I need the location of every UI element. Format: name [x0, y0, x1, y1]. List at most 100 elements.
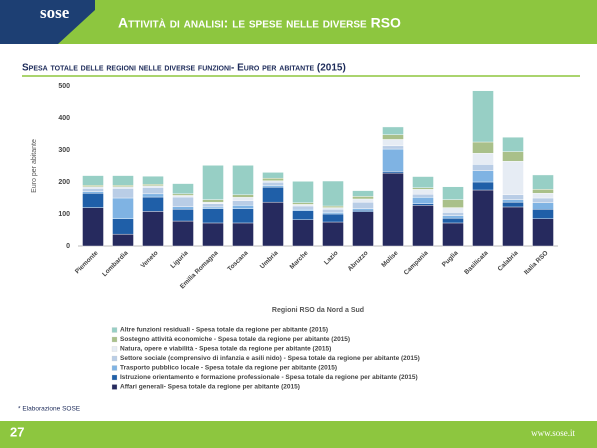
- legend-swatch: [111, 384, 118, 390]
- bar-segment: [412, 189, 434, 195]
- bar-segment: [532, 208, 554, 219]
- bar-segment: [232, 165, 254, 196]
- bar-segment: [322, 208, 344, 213]
- bar-segment: [172, 193, 194, 196]
- bar-segment: [352, 209, 374, 212]
- logo-box: [0, 0, 95, 44]
- bar-segment: [172, 195, 194, 198]
- bar-segment: [202, 206, 224, 209]
- bar-segment: [382, 145, 404, 150]
- bar-segment: [472, 141, 494, 154]
- bar-segment: [82, 184, 104, 187]
- legend-label: Trasporto pubblico locale - Spesa totale…: [120, 365, 337, 372]
- bar-segment: [412, 197, 434, 204]
- bar-segment: [112, 233, 134, 247]
- bar-segment: [292, 208, 314, 211]
- bar-segment: [262, 201, 284, 247]
- y-tick-label: 200: [58, 179, 70, 186]
- legend-label: Sostegno attività economiche - Spesa tot…: [120, 336, 350, 343]
- bar-segment: [232, 205, 254, 209]
- bar-segment: [112, 186, 134, 189]
- bar-segment: [232, 208, 254, 224]
- bar-segment: [292, 204, 314, 207]
- bar-segment: [472, 152, 494, 165]
- bar-segment: [142, 196, 164, 212]
- legend-swatch: [111, 346, 118, 352]
- bar-segment: [472, 164, 494, 171]
- bar-segment: [382, 148, 404, 172]
- bar-segment: [232, 197, 254, 201]
- legend-label: Natura, opere e viabilità - Spesa totale…: [120, 346, 331, 353]
- bar-segment: [532, 218, 554, 247]
- bar-segment: [262, 182, 284, 186]
- footer-bar: [0, 421, 597, 448]
- bar-segment: [322, 221, 344, 247]
- bar-segment: [532, 197, 554, 204]
- bar-segment: [112, 197, 134, 219]
- bar-segment: [142, 211, 164, 247]
- legend-label: Istruzione orientamento e formazione pro…: [120, 374, 418, 381]
- bar-segment: [322, 213, 344, 223]
- bar-segment: [352, 208, 374, 211]
- bar-segment: [142, 193, 164, 198]
- bar-segment: [502, 194, 524, 200]
- bar-segment: [202, 201, 224, 204]
- bar-segment: [172, 196, 194, 207]
- bar-segment: [442, 207, 464, 213]
- bar-segment: [352, 196, 374, 200]
- bar-segment: [82, 191, 104, 194]
- bar-segment: [82, 188, 104, 192]
- bar-segment: [142, 187, 164, 195]
- bar-segment: [382, 134, 404, 140]
- bar-segment: [172, 206, 194, 210]
- bar-segment: [232, 194, 254, 198]
- bar-segment: [442, 222, 464, 247]
- y-tick-label: 0: [66, 243, 70, 250]
- chart-title: Spesa totale delle regioni nelle diverse…: [22, 63, 346, 74]
- bar-segment: [532, 192, 554, 199]
- bar-segment: [292, 202, 314, 205]
- legend-swatch: [111, 336, 118, 343]
- bar-segment: [322, 180, 344, 207]
- bar-segment: [352, 190, 374, 197]
- bar-segment: [502, 136, 524, 152]
- bar-segment: [322, 205, 344, 208]
- bar-segment: [172, 220, 194, 247]
- bar-segment: [262, 180, 284, 183]
- bar-segment: [322, 207, 344, 210]
- bar-segment: [202, 199, 224, 203]
- legend-swatch: [111, 327, 118, 333]
- bar-segment: [502, 206, 524, 247]
- bar-segment: [412, 176, 434, 188]
- bar-segment: [502, 201, 524, 208]
- logo: sose: [40, 3, 70, 22]
- legend-swatch: [111, 365, 118, 371]
- bar-segment: [262, 177, 284, 181]
- bar-segment: [292, 210, 314, 220]
- bar-segment: [202, 203, 224, 208]
- bar-segment: [262, 172, 284, 179]
- bar-segment: [382, 126, 404, 135]
- legend-swatch: [111, 374, 118, 381]
- bar-segment: [412, 205, 434, 247]
- bar-segment: [532, 174, 554, 190]
- bar-segment: [142, 185, 164, 188]
- bar-segment: [82, 192, 104, 208]
- bar-segment: [172, 183, 194, 195]
- bar-segment: [142, 184, 164, 187]
- legend: Altre funzioni residuali - Spesa totale …: [111, 327, 420, 391]
- legend-swatch: [111, 355, 118, 362]
- bar-segment: [442, 186, 464, 200]
- bar-segment: [532, 202, 554, 210]
- bar-segment: [172, 208, 194, 222]
- bar-segment: [112, 218, 134, 235]
- bar-segment: [472, 90, 494, 143]
- bar-segment: [232, 222, 254, 247]
- bar-segment: [232, 200, 254, 206]
- bar-segment: [142, 176, 164, 185]
- bar-segment: [112, 175, 134, 186]
- slide-title: Attività di analisi: le spese nelle dive…: [118, 15, 401, 31]
- bar-segment: [352, 201, 374, 209]
- bar-segment: [112, 188, 134, 199]
